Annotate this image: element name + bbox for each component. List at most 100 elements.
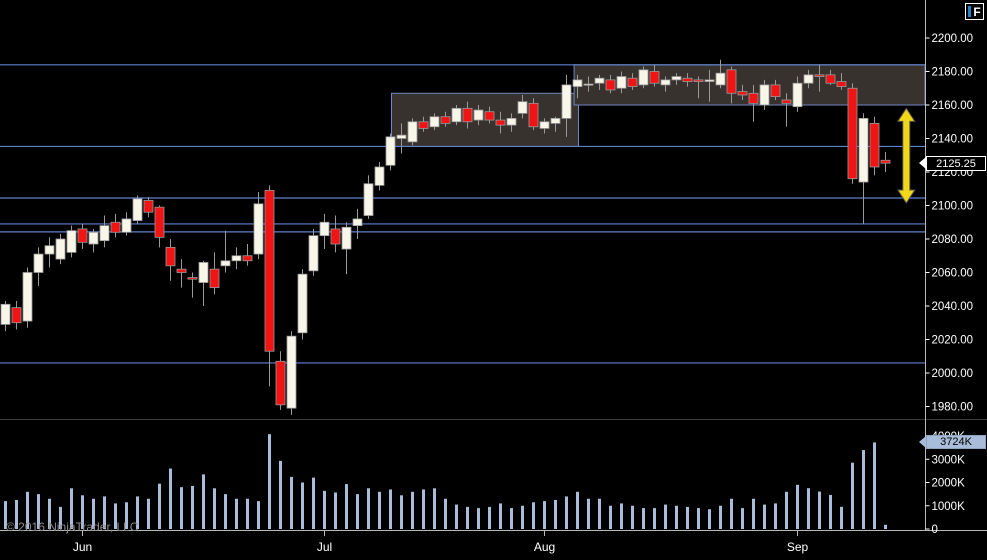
candle-body xyxy=(781,99,792,104)
volume-bar xyxy=(125,502,128,529)
volume-bar xyxy=(378,491,381,529)
volume-bar xyxy=(224,494,227,529)
double-arrow-icon[interactable] xyxy=(896,107,916,204)
volume-bar xyxy=(466,506,469,529)
price-tick-label: 2140.00 xyxy=(932,134,974,146)
volume-bar xyxy=(334,492,337,529)
candle-body xyxy=(748,92,759,104)
volume-bar xyxy=(257,501,260,529)
volume-bar xyxy=(202,474,205,529)
volume-marker-arrow-icon xyxy=(919,436,926,448)
candles xyxy=(0,59,891,415)
candle-body xyxy=(385,136,396,166)
candle-body xyxy=(836,81,847,87)
volume-bar xyxy=(642,508,645,529)
candle-body xyxy=(88,231,99,245)
volume-bar xyxy=(114,503,117,529)
price-tick-label: 2000.00 xyxy=(932,368,974,380)
volume-bar xyxy=(752,498,755,529)
volume-bar xyxy=(532,502,535,529)
candle-body xyxy=(66,230,77,253)
volume-bar xyxy=(246,498,249,529)
volume-tick-label: 2000K xyxy=(932,478,966,490)
candle-body xyxy=(616,76,627,89)
volume-bar xyxy=(59,506,62,529)
volume-bar xyxy=(829,494,832,529)
volume-bar xyxy=(158,483,161,529)
candle-body xyxy=(693,79,704,82)
yellow-measure-arrow[interactable] xyxy=(896,107,916,204)
candle-body xyxy=(539,121,550,129)
volume-bar xyxy=(587,498,590,529)
copyright-text: © 2016 NinjaTrader, LLC xyxy=(6,520,139,534)
candle-body xyxy=(187,277,198,280)
fixed-scale-button[interactable]: F xyxy=(965,3,984,20)
candle-body xyxy=(638,69,649,86)
candle-body xyxy=(770,84,781,98)
candle-body xyxy=(506,118,517,126)
candle-body xyxy=(297,273,308,334)
volume-bar xyxy=(323,490,326,529)
month-label[interactable]: Aug xyxy=(534,540,555,554)
volume-bar xyxy=(631,505,634,529)
candle-body xyxy=(396,134,407,139)
volume-bar xyxy=(400,495,403,529)
month-label[interactable]: Jun xyxy=(73,540,92,554)
price-tick-label: 2040.00 xyxy=(932,301,974,313)
volume-bar xyxy=(301,482,304,529)
volume-bar xyxy=(708,509,711,529)
candle-body xyxy=(253,203,264,255)
price-tick-label: 2160.00 xyxy=(932,100,974,112)
volume-bar xyxy=(147,498,150,529)
candle-body xyxy=(715,72,726,86)
volume-bar xyxy=(488,506,491,529)
volume-bar xyxy=(411,491,414,529)
volume-bar xyxy=(807,488,810,529)
month-label[interactable]: Sep xyxy=(787,540,809,554)
price-marker-arrow-icon xyxy=(919,157,926,169)
candle-body xyxy=(517,101,528,114)
volume-tick-label: 1000K xyxy=(932,501,966,513)
candle-body xyxy=(583,83,594,86)
candle-body xyxy=(594,77,605,84)
horizontal-lines[interactable] xyxy=(0,64,925,364)
candle-body xyxy=(286,335,297,409)
volume-bar xyxy=(213,488,216,529)
volume-bar xyxy=(433,488,436,529)
candle-body xyxy=(429,116,440,128)
month-label[interactable]: Jul xyxy=(317,540,332,554)
candle-body xyxy=(77,228,88,243)
volume-bar xyxy=(70,488,73,529)
volume-bar xyxy=(554,499,557,529)
candle-body xyxy=(803,74,814,84)
candle-body xyxy=(132,198,143,221)
volume-bar xyxy=(345,484,348,529)
volume-bar xyxy=(455,504,458,529)
candle-body xyxy=(11,307,22,324)
candle-body xyxy=(682,77,693,82)
volume-bar xyxy=(180,487,183,529)
volume-bar xyxy=(389,489,392,529)
volume-bars xyxy=(4,434,887,529)
candle-body xyxy=(330,228,341,245)
volume-bar xyxy=(477,508,480,529)
candle-body xyxy=(352,218,363,226)
volume-bar xyxy=(191,485,194,529)
volume-bar xyxy=(48,498,51,529)
candle-body xyxy=(231,255,242,262)
volume-bar xyxy=(653,508,656,529)
candle-body xyxy=(737,91,748,96)
candle-body xyxy=(847,87,858,180)
candle-body xyxy=(418,121,429,129)
volume-bar xyxy=(774,503,777,529)
candle-body xyxy=(99,225,110,242)
volume-bar xyxy=(444,498,447,529)
candle-body xyxy=(198,262,209,283)
volume-bar xyxy=(4,501,7,529)
candle-body xyxy=(704,79,715,82)
candle-body xyxy=(649,71,660,84)
candle-body xyxy=(440,116,451,124)
